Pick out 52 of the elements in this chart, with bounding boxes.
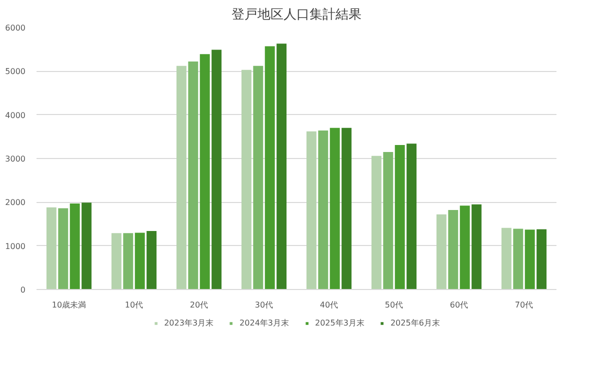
legend-label: 2024年3月末 xyxy=(240,318,289,328)
chart-title: 登戸地区人口集計結果 xyxy=(232,8,362,22)
legend-label: 2025年6月末 xyxy=(390,318,440,328)
bar xyxy=(436,214,446,290)
y-tick-label: 3000 xyxy=(5,154,26,164)
bar xyxy=(123,233,134,290)
bar xyxy=(472,204,482,290)
y-tick-label: 4000 xyxy=(5,110,26,120)
y-tick-label: 0 xyxy=(20,286,26,294)
bar xyxy=(82,202,92,290)
bar xyxy=(134,232,145,290)
bar xyxy=(188,62,198,290)
x-tick-label: 40代 xyxy=(320,300,338,310)
bar xyxy=(383,152,394,290)
y-tick-label: 1000 xyxy=(5,242,26,251)
bar xyxy=(46,207,56,290)
legend-label: 2025年3月末 xyxy=(315,318,364,328)
bar xyxy=(70,203,80,290)
bar xyxy=(200,54,210,290)
x-tick-label: 60代 xyxy=(450,300,468,310)
bar xyxy=(448,210,458,290)
bar xyxy=(306,131,316,290)
x-tick-label: 10代 xyxy=(124,300,144,310)
bar xyxy=(253,66,264,290)
bar xyxy=(264,46,275,290)
bar xyxy=(176,66,186,290)
bar xyxy=(406,144,417,290)
bar xyxy=(342,128,352,290)
bar xyxy=(58,208,68,290)
bar xyxy=(371,156,382,290)
bar xyxy=(501,228,512,290)
bar xyxy=(276,44,287,290)
bar xyxy=(330,128,340,290)
bar xyxy=(241,70,252,290)
bar xyxy=(513,228,524,290)
x-tick-label: 10歳未満 xyxy=(52,300,86,310)
x-tick-label: 30代 xyxy=(254,300,274,310)
y-tick-label: 5000 xyxy=(5,67,26,76)
x-tick-label: 70代 xyxy=(514,300,534,310)
bar xyxy=(146,230,157,290)
bar xyxy=(460,206,470,290)
x-tick-label: 50代 xyxy=(384,300,404,310)
y-tick-label: 6000 xyxy=(5,24,26,32)
legend-label: 2023年3月末 xyxy=(164,318,214,328)
bar xyxy=(524,230,535,290)
bar xyxy=(536,229,547,290)
bar xyxy=(318,130,328,290)
bar xyxy=(212,50,222,290)
bar xyxy=(111,233,122,290)
x-tick-label: 20代 xyxy=(190,300,208,310)
bar xyxy=(394,144,405,290)
y-tick-label: 2000 xyxy=(5,198,26,208)
